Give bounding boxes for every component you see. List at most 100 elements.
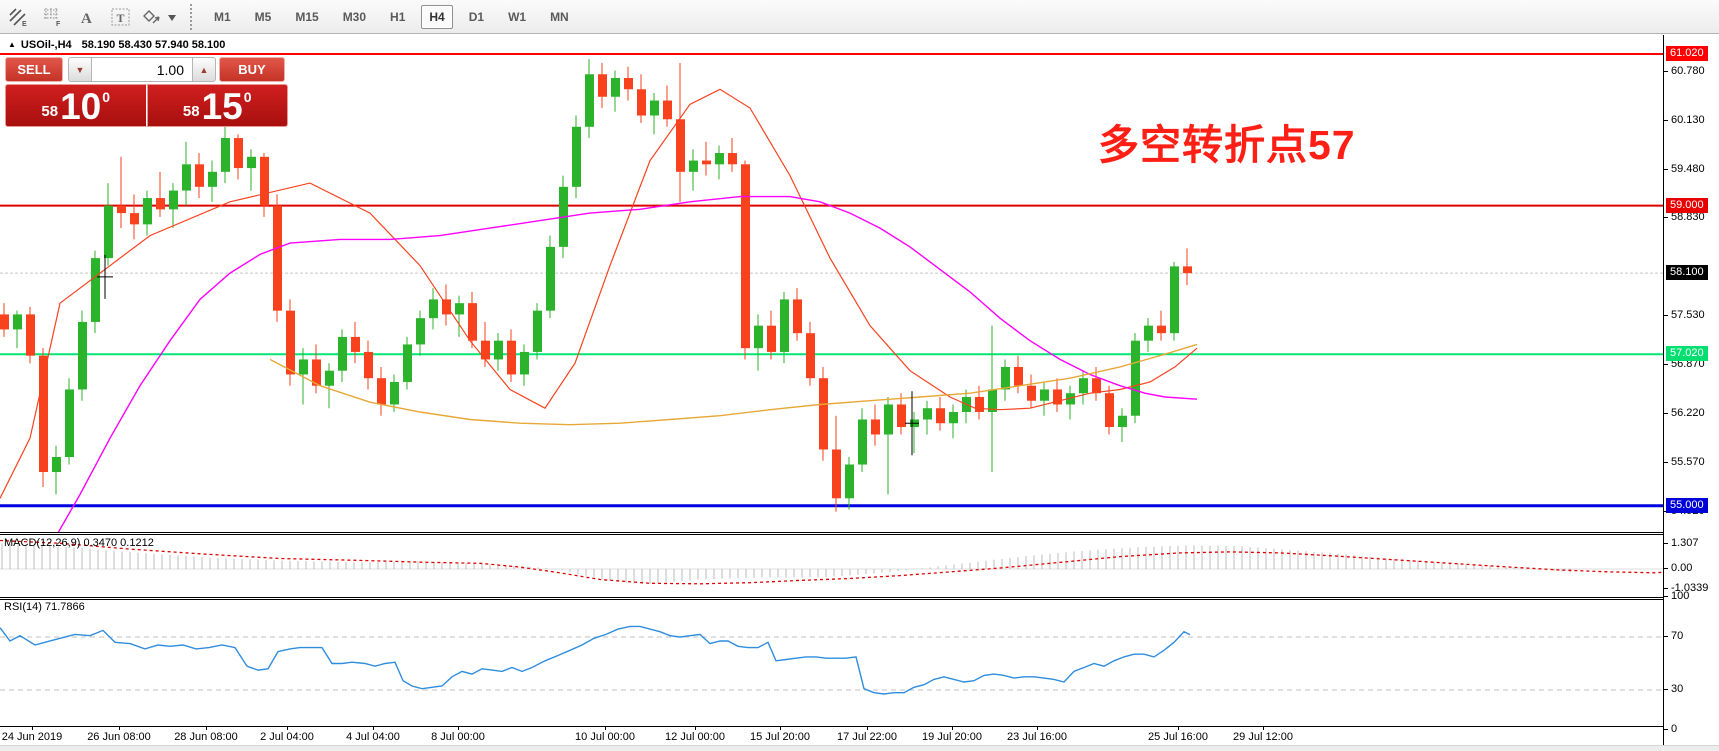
- macd-histogram: [1, 543, 1571, 584]
- time-label: 29 Jul 12:00: [1233, 731, 1293, 743]
- macd-panel[interactable]: [0, 536, 1663, 597]
- panel-divider: [0, 534, 1663, 535]
- time-tick: [867, 726, 868, 730]
- chart-window[interactable]: ▲ USOil-,H4 58.190 58.430 57.940 58.100 …: [0, 35, 1719, 745]
- volume-decrease-button[interactable]: ▼: [68, 57, 92, 82]
- level-badge-55.000: 55.000: [1666, 497, 1708, 513]
- main-price-chart[interactable]: [0, 46, 1663, 532]
- time-tick: [695, 726, 696, 730]
- time-label: 12 Jul 00:00: [665, 731, 725, 743]
- macd-tick--1.0339: -1.0339: [1663, 581, 1709, 594]
- time-label: 10 Jul 00:00: [575, 731, 635, 743]
- time-tick: [952, 726, 953, 730]
- time-label: 25 Jul 16:00: [1148, 731, 1208, 743]
- time-label: 24 Jun 2019: [1, 731, 63, 743]
- timeframe-button-m30[interactable]: M30: [342, 9, 367, 24]
- timeframe-button-mn[interactable]: MN: [550, 9, 569, 24]
- medium-ma: [269, 343, 1198, 426]
- timeframe-button-h1[interactable]: H1: [390, 9, 406, 24]
- time-label: 28 Jun 08:00: [174, 731, 238, 743]
- time-tick: [605, 726, 606, 730]
- sell-button[interactable]: SELL: [5, 57, 63, 82]
- svg-text:E: E: [22, 21, 27, 27]
- timeframe-button-d1[interactable]: D1: [468, 9, 485, 24]
- svg-text:T: T: [117, 11, 125, 25]
- ask-price-display[interactable]: 58 15 0: [146, 84, 288, 127]
- time-label: 15 Jul 20:00: [750, 731, 810, 743]
- buy-button[interactable]: BUY: [219, 57, 285, 82]
- ask-point: 0: [243, 89, 252, 105]
- time-label: 2 Jul 04:00: [260, 731, 314, 743]
- volume-increase-button[interactable]: ▲: [192, 57, 216, 82]
- level-badge-57.020: 57.020: [1666, 346, 1708, 362]
- timeframe-button-m5[interactable]: M5: [254, 9, 272, 24]
- time-label: 17 Jul 22:00: [837, 731, 897, 743]
- toolbar-separator: [190, 3, 196, 30]
- timeframe-row: M1 M5 M15 M30 H1 H4 D1 W1 MN: [202, 4, 581, 29]
- text-label-icon[interactable]: A: [72, 4, 102, 30]
- time-axis[interactable]: 24 Jun 2019 26 Jun 08:00 28 Jun 08:00 2 Jul…: [0, 726, 1663, 745]
- timeframe-button-m1[interactable]: M1: [214, 9, 231, 24]
- fibonacci-grid-icon[interactable]: F: [38, 4, 68, 30]
- time-tick: [206, 726, 207, 730]
- price-tick-55.57: 55.570: [1664, 456, 1705, 468]
- time-tick: [373, 726, 374, 730]
- panel-divider: [0, 597, 1663, 598]
- timeframe-button-h4[interactable]: H4: [421, 4, 453, 29]
- rsi-tick-0: 0: [1663, 722, 1678, 735]
- one-click-trade-panel: SELL ▼ ▲ BUY 58 10 0 58 15 0: [5, 57, 288, 127]
- text-box-icon[interactable]: T: [106, 4, 136, 30]
- time-label: 8 Jul 00:00: [431, 731, 485, 743]
- shapes-arrows-icon[interactable]: [140, 4, 180, 30]
- macd-tick-0.00: 0.00: [1663, 562, 1693, 574]
- time-label: 26 Jun 08:00: [87, 731, 151, 743]
- time-tick: [32, 726, 33, 730]
- bid-whole: 58: [41, 103, 59, 120]
- toolbar: E F A T M1 M5 M15 M30 H1 H4 D1 W1 MN: [0, 0, 1719, 34]
- panel-divider: [0, 599, 1663, 600]
- time-label: 4 Jul 04:00: [346, 731, 400, 743]
- current-price-badge: 58.100: [1666, 265, 1708, 281]
- macd-tick-1.307: 1.307: [1664, 537, 1699, 550]
- time-tick: [1037, 726, 1038, 730]
- time-tick: [780, 726, 781, 730]
- price-tick-60.13: 60.130: [1664, 113, 1705, 126]
- window-bottom-edge: [0, 745, 1719, 751]
- time-label: 23 Jul 16:00: [1007, 731, 1067, 743]
- time-label: 19 Jul 20:00: [922, 731, 982, 743]
- price-tick-57.53: 57.530: [1664, 308, 1705, 321]
- panel-divider: [0, 532, 1663, 533]
- level-badge-59.000: 59.000: [1666, 197, 1708, 213]
- time-tick: [287, 726, 288, 730]
- price-axis[interactable]: 60.780 60.130 59.480 58.830 57.530 56.870 56.2…: [1663, 35, 1719, 745]
- timeframe-button-m15[interactable]: M15: [295, 9, 319, 24]
- price-tick-59.48: 59.480: [1664, 162, 1705, 175]
- svg-text:A: A: [81, 11, 92, 27]
- price-tick-60.78: 60.780: [1664, 65, 1705, 77]
- time-tick: [1178, 726, 1179, 730]
- svg-text:F: F: [56, 21, 61, 27]
- chart-title: ▲ USOil-,H4 58.190 58.430 57.940 58.100: [8, 38, 225, 51]
- rsi-label: RSI(14) 71.7866: [4, 601, 85, 613]
- level-badge-61.020: 61.020: [1666, 45, 1708, 61]
- rsi-tick-70: 70: [1663, 630, 1684, 642]
- time-tick: [1263, 726, 1264, 730]
- ohlc-values: 58.190 58.430 57.940 58.100: [81, 38, 226, 51]
- ask-whole: 58: [182, 103, 200, 120]
- timeframe-button-w1[interactable]: W1: [508, 9, 527, 24]
- symbol-label: USOil-,H4: [20, 38, 72, 51]
- chinese-annotation: 多空转折点57: [1098, 122, 1356, 168]
- equidistant-channel-icon[interactable]: E: [4, 4, 34, 30]
- time-tick: [119, 726, 120, 730]
- volume-input[interactable]: [92, 57, 192, 82]
- price-tick-58.83: 58.830: [1664, 211, 1705, 224]
- slow-ma: [57, 195, 1198, 532]
- bid-price-display[interactable]: 58 10 0: [5, 84, 147, 127]
- fast-ma: [0, 88, 1198, 499]
- ask-pips: 15: [201, 85, 243, 127]
- time-tick: [458, 726, 459, 730]
- rsi-tick-30: 30: [1663, 683, 1684, 695]
- price-tick-56.22: 56.220: [1664, 407, 1705, 420]
- rsi-panel[interactable]: [0, 599, 1663, 726]
- collapse-triangle-icon[interactable]: ▲: [8, 40, 16, 49]
